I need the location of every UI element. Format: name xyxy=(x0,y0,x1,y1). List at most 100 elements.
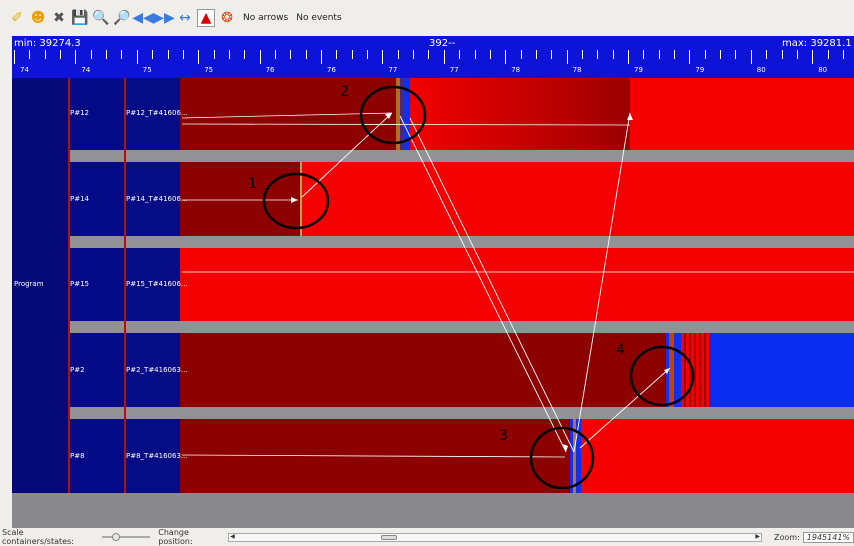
ruler-tick xyxy=(121,50,123,59)
ruler-tick-label: 80 xyxy=(818,66,828,74)
close-x-icon[interactable]: ✖ xyxy=(53,10,65,26)
scale-slider[interactable] xyxy=(101,533,150,541)
arrow-2-to-3 xyxy=(399,115,567,453)
ruler-tick xyxy=(520,50,522,59)
save-icon[interactable]: 💾 xyxy=(71,10,89,26)
arrow-3-to-4 xyxy=(579,367,671,449)
ruler-tick xyxy=(566,50,568,64)
ruler-tick xyxy=(720,50,722,59)
position-label: Change position: xyxy=(158,528,193,546)
ruler-max-label: max: 39281.1 xyxy=(782,38,852,49)
ruler-tick xyxy=(413,50,415,59)
annotation-circle-2 xyxy=(359,85,427,145)
arrow-2-to-3b xyxy=(409,117,575,453)
ruler-tick xyxy=(689,50,691,64)
annotation-label: 4 xyxy=(616,342,625,358)
time-ruler[interactable]: min: 39274.3 392-- max: 39281.1 74 74 75 75… xyxy=(12,36,854,78)
arrow-1-to-2 xyxy=(301,112,393,198)
ruler-tick xyxy=(658,50,660,59)
row-separator xyxy=(68,150,854,162)
ruler-tick-label: 78 xyxy=(511,66,521,74)
ruler-tick-label: 79 xyxy=(634,66,643,74)
zoom-field[interactable]: 1945141% xyxy=(802,531,854,543)
ruler-tick xyxy=(505,50,507,64)
ruler-tick xyxy=(228,50,230,59)
ruler-tick xyxy=(842,50,844,59)
ruler-tick xyxy=(551,50,553,59)
arrows-toggle[interactable]: No arrows xyxy=(243,13,289,23)
ruler-tick xyxy=(60,50,62,59)
program-container[interactable] xyxy=(12,78,68,493)
scroll-right-icon[interactable]: ▶ xyxy=(755,532,761,540)
brush-icon[interactable]: ✐ xyxy=(11,10,23,26)
program-label: Program xyxy=(14,280,44,288)
ruler-tick xyxy=(305,50,307,59)
scroll-left-icon[interactable]: ◀ xyxy=(230,532,235,540)
arrow-right-icon[interactable]: ▶▶ xyxy=(153,10,175,26)
ruler-tick-label: 79 xyxy=(695,66,705,74)
process-label: P#2 xyxy=(70,366,85,374)
process-label: P#12 xyxy=(70,109,89,117)
ruler-tick xyxy=(367,50,369,59)
ruler-tick xyxy=(336,50,338,59)
ruler-tick xyxy=(90,50,92,59)
ruler-tick xyxy=(152,50,154,59)
ruler-tick xyxy=(443,50,445,64)
lifebuoy-icon[interactable]: ❂ xyxy=(221,10,233,26)
zoom-in-icon[interactable]: 🔍 xyxy=(92,10,110,26)
scale-label: Scale containers/states: xyxy=(2,528,74,546)
annotation-label: 2 xyxy=(340,84,349,100)
ruler-tick xyxy=(75,50,77,64)
ruler-tick xyxy=(827,50,829,59)
ruler-tick xyxy=(489,50,491,59)
column-divider xyxy=(68,78,70,493)
ruler-tick xyxy=(259,50,261,64)
position-scrollbar[interactable]: ◀ ▶ xyxy=(228,532,763,542)
events-toggle[interactable]: No events xyxy=(296,13,342,23)
ruler-tick-label: 75 xyxy=(204,66,214,74)
ruler-tick xyxy=(290,50,292,59)
ruler-tick xyxy=(735,50,737,59)
ruler-tick-label: 76 xyxy=(327,66,336,74)
arrow-left-icon[interactable]: ◀◀ xyxy=(132,10,154,26)
ruler-tick xyxy=(182,50,184,59)
ruler-tick-label: 76 xyxy=(265,66,275,74)
ruler-center-label: 392-- xyxy=(429,38,456,49)
thread-label: P#15_T#41606... xyxy=(126,280,188,288)
ruler-tick-label: 75 xyxy=(142,66,152,74)
ruler-tick xyxy=(244,50,246,59)
ruler-tick xyxy=(704,50,706,59)
ruler-min-label: min: 39274.3 xyxy=(14,38,81,49)
ruler-tick xyxy=(382,50,384,64)
thread-label: P#12_T#41606... xyxy=(126,109,188,117)
smiley-icon[interactable]: ☻ xyxy=(30,10,46,26)
ruler-tick xyxy=(213,50,215,59)
zoom-out-icon[interactable]: 🔎 xyxy=(113,10,131,26)
flag-icon[interactable]: ▲ xyxy=(197,9,215,27)
ruler-tick xyxy=(459,50,461,59)
ruler-tick xyxy=(44,50,46,59)
ruler-tick xyxy=(674,50,676,59)
row-separator xyxy=(68,407,854,419)
fit-width-icon[interactable]: ↔ xyxy=(179,10,191,26)
arrow-heads xyxy=(291,113,670,452)
ruler-tick xyxy=(597,50,599,59)
ruler-tick-label: 80 xyxy=(756,66,766,74)
ruler-tick xyxy=(643,50,645,59)
row-p15[interactable] xyxy=(68,248,854,321)
slider-handle[interactable] xyxy=(111,533,120,541)
ruler-tick xyxy=(136,50,138,64)
row-p14[interactable] xyxy=(68,162,854,236)
process-label: P#14 xyxy=(70,195,89,203)
row-separator xyxy=(68,321,854,333)
arrow-3-to-p12 xyxy=(573,112,631,453)
scroll-thumb[interactable] xyxy=(381,534,398,540)
toolbar: ✐ ☻ ✖ 💾 🔍 🔎 ◀◀ ▶▶ ↔ ▲ ❂ No arrows No eve… xyxy=(0,0,854,36)
thread-label: P#8_T#416063... xyxy=(126,452,188,460)
annotation-circles xyxy=(262,85,695,490)
message-arrows xyxy=(301,112,671,453)
ruler-tick xyxy=(14,50,15,64)
process-label: P#8 xyxy=(70,452,85,460)
column-divider xyxy=(124,78,126,493)
